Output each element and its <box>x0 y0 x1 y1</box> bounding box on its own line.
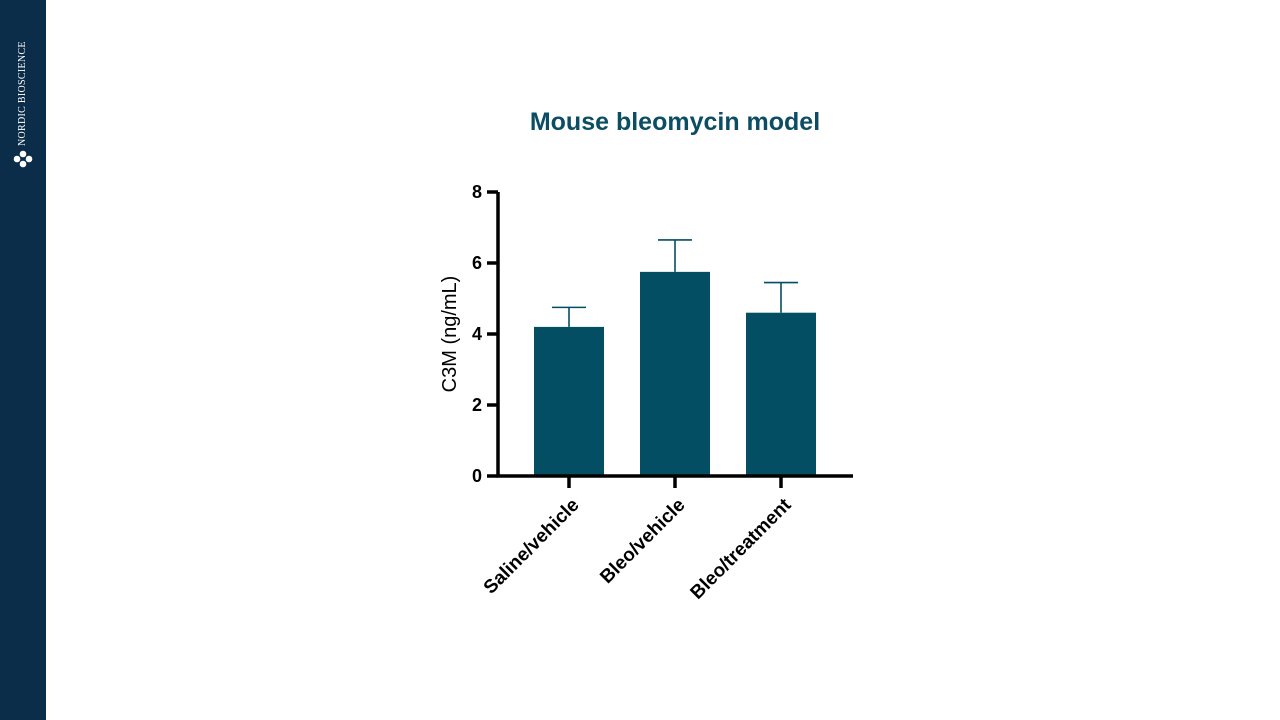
bar <box>534 326 604 476</box>
y-tick-label: 4 <box>472 324 482 344</box>
y-tick-label: 6 <box>472 253 482 273</box>
sidebar: NORDIC BIOSCIENCE <box>0 0 46 720</box>
plot-area: 0 2 4 6 8 Saline/vehicle Bleo/vehicleBleo/trea… <box>472 182 853 604</box>
bar <box>746 312 816 476</box>
bar <box>640 271 710 476</box>
y-axis-label: C3M (ng/mL) <box>439 276 461 393</box>
brand: NORDIC BIOSCIENCE <box>12 24 34 169</box>
molecule-logo-icon <box>13 150 33 168</box>
x-tick-label: Saline/vehicle <box>480 495 584 599</box>
x-tick-label: Bleo/vehicle <box>596 495 689 588</box>
y-tick-label: 2 <box>472 395 482 415</box>
chart-title: Mouse bleomycin model <box>530 108 820 136</box>
x-tick-label: Bleo/treatment <box>687 494 796 603</box>
y-tick-label: 0 <box>472 466 482 486</box>
y-tick-label: 8 <box>472 182 482 202</box>
